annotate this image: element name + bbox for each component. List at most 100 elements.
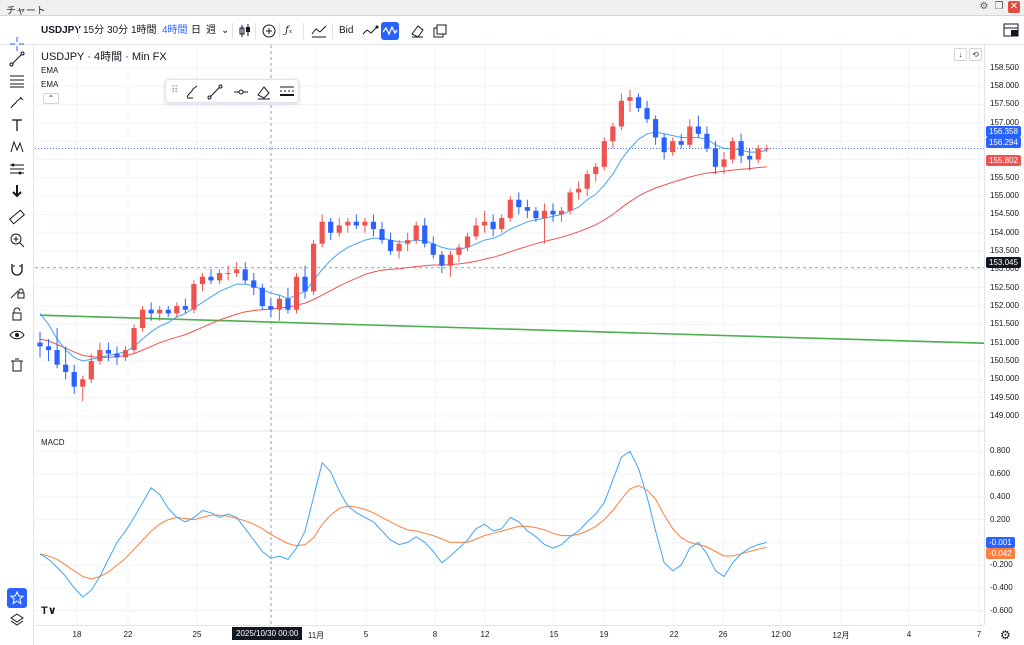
candle-body (618, 100, 624, 127)
candle-body (182, 306, 188, 310)
compare-line-icon[interactable] (358, 22, 382, 40)
candle-body (456, 247, 462, 255)
candle-body (738, 141, 744, 156)
indicators-icon[interactable]: ƒₓ (285, 25, 293, 36)
timeframe-15m[interactable]: 15分 (83, 25, 105, 36)
templates-icon[interactable] (307, 22, 331, 40)
macd-indicator-icon[interactable] (381, 22, 399, 40)
macd-tick-label: 0.800 (990, 446, 1011, 456)
candle-body (593, 166, 599, 175)
candle-body (439, 254, 445, 266)
candle-body (755, 148, 761, 160)
candle-body (712, 148, 719, 167)
time-tick-label: 22 (669, 630, 679, 639)
timeframe-1w[interactable]: 週 (206, 25, 216, 36)
lock-drawing-icon[interactable] (7, 282, 27, 302)
candle-body (71, 372, 77, 387)
pane-down-icon[interactable]: ↓ (954, 48, 967, 61)
candle-body (499, 218, 505, 230)
chart-settings-gear-icon[interactable]: ⚙ (1000, 628, 1011, 642)
pattern-icon[interactable] (7, 137, 27, 157)
drag-handle-icon[interactable]: ⠿ (171, 85, 179, 96)
candle-body (234, 269, 240, 274)
chevron-down-icon[interactable]: ⌄ (221, 25, 230, 36)
chart-pane[interactable] (35, 45, 1024, 625)
candle-body (225, 273, 231, 275)
window-title: チャート (6, 6, 46, 17)
pane-refresh-icon[interactable]: ⟲ (969, 48, 982, 61)
fib-retracement-icon[interactable] (7, 71, 27, 91)
timeframe-4h[interactable]: 4時間 (162, 25, 188, 36)
price-tick-label: 149.500 (990, 392, 1019, 402)
price-tick-label: 157.500 (990, 99, 1019, 109)
candle-body (122, 350, 129, 358)
candle-body (764, 148, 770, 150)
time-tick-label: 12月 (832, 631, 850, 640)
text-icon[interactable] (7, 115, 27, 135)
candle-body (533, 210, 539, 219)
forecast-icon[interactable] (7, 159, 27, 179)
close-icon[interactable]: ✕ (1008, 1, 1020, 13)
timeframe-1h[interactable]: 1時間 (131, 25, 157, 36)
copy-icon[interactable] (428, 22, 452, 40)
trash-icon[interactable] (7, 355, 27, 375)
favorites-star-icon[interactable] (7, 588, 27, 608)
price-type-button[interactable]: Bid (339, 25, 354, 36)
horizontal-line-icon[interactable] (232, 83, 250, 101)
candle-body (584, 174, 590, 189)
candle-body (174, 306, 180, 314)
eraser-icon[interactable] (405, 22, 429, 40)
candle-body (747, 155, 753, 160)
price-axis[interactable] (984, 45, 1024, 625)
timeframe-1d[interactable]: 日 (191, 25, 201, 36)
time-tick-label: 11月 (307, 631, 325, 640)
ask-price-tag: 156.294 (986, 137, 1021, 148)
symbol-legend: USDJPY · 4時間 · Min FX (41, 51, 167, 63)
candle-body (490, 221, 496, 230)
fill-icon[interactable] (255, 83, 273, 101)
settings-icon[interactable]: ⚙ (979, 1, 989, 12)
price-and-macd-plot[interactable] (35, 45, 1024, 625)
candle-body (422, 225, 428, 244)
collapse-legend-button[interactable]: ⌃ (43, 93, 59, 104)
ema-fast-legend[interactable]: EMA (41, 66, 59, 75)
candle-body (45, 346, 52, 351)
trendline-icon[interactable] (7, 49, 27, 69)
time-axis[interactable] (35, 625, 984, 645)
layout-icon[interactable] (999, 21, 1023, 39)
price-tick-label: 158.500 (990, 62, 1019, 72)
magnet-icon[interactable] (7, 259, 27, 279)
crosshair-icon[interactable] (7, 34, 27, 54)
candle-body (413, 225, 419, 241)
brush-icon[interactable] (7, 93, 27, 113)
time-tick-label: 15 (549, 630, 559, 639)
restore-icon[interactable]: ❐ (994, 1, 1004, 12)
candle-body (259, 287, 265, 307)
arrow-down-icon[interactable] (7, 181, 27, 201)
time-tick-label: 19 (599, 630, 609, 639)
line-style-icon[interactable] (278, 83, 296, 101)
ema-slow-legend[interactable]: EMA (41, 80, 59, 89)
time-tick-label: 12 (480, 630, 490, 639)
price-tick-label: 154.500 (990, 209, 1019, 219)
candle-body (430, 243, 436, 255)
line-tool-icon[interactable] (206, 83, 224, 101)
pen-icon[interactable] (184, 83, 202, 101)
eye-icon[interactable] (7, 325, 27, 345)
zoom-in-icon[interactable] (7, 230, 27, 250)
timeframe-30m[interactable]: 30分 (107, 25, 129, 36)
add-compare-icon[interactable] (258, 22, 280, 40)
macd-legend[interactable]: MACD (41, 438, 65, 447)
layers-icon[interactable] (7, 610, 27, 630)
candle-body (88, 361, 94, 380)
ruler-icon[interactable] (7, 207, 27, 227)
candle-body (353, 221, 359, 226)
symbol-search-button[interactable]: USDJPY (41, 25, 82, 36)
lock-icon[interactable] (7, 304, 27, 324)
candle-body (516, 199, 522, 208)
candle-body (336, 225, 342, 233)
trendline (39, 314, 1024, 346)
candles-icon[interactable] (235, 22, 255, 40)
candle-body (345, 221, 351, 226)
time-tick-label: 12:00 (770, 630, 792, 639)
